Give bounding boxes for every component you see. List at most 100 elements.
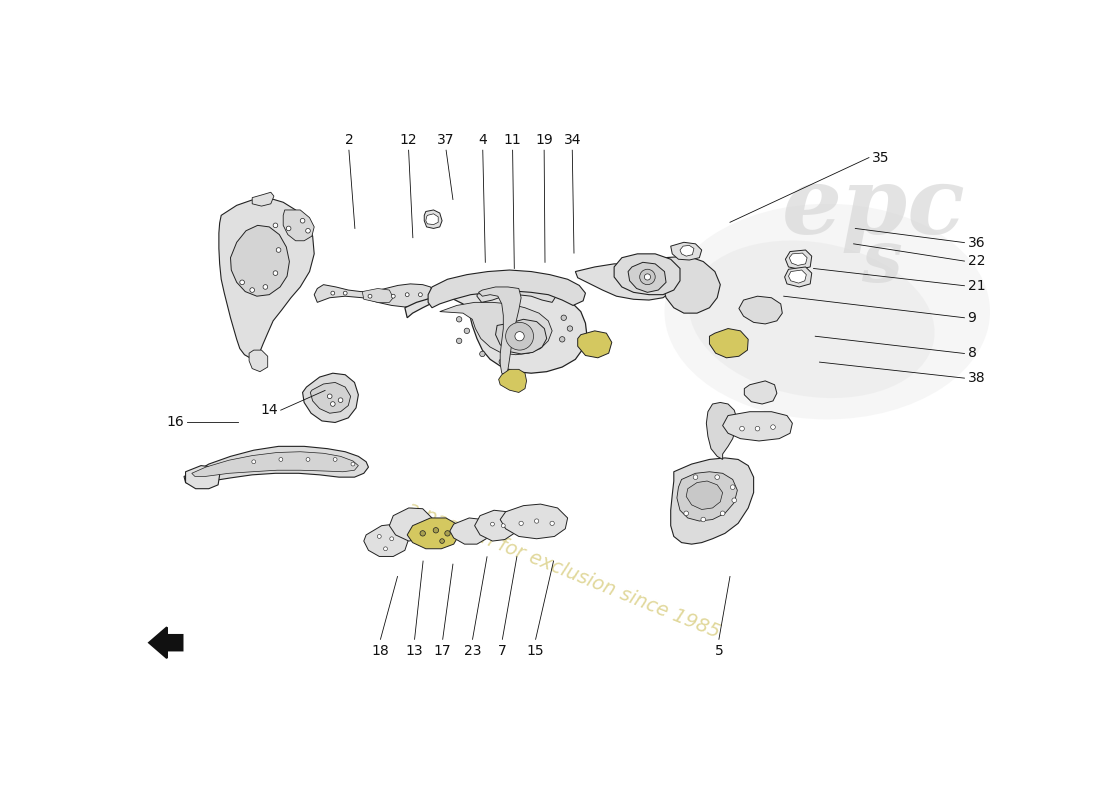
Circle shape <box>506 322 534 350</box>
Circle shape <box>693 475 697 479</box>
Text: 37: 37 <box>438 133 455 147</box>
Polygon shape <box>428 270 585 308</box>
Polygon shape <box>186 466 220 489</box>
Polygon shape <box>628 262 667 292</box>
Polygon shape <box>495 319 547 354</box>
Circle shape <box>756 426 760 431</box>
Circle shape <box>560 337 565 342</box>
Text: 9: 9 <box>968 310 977 325</box>
Polygon shape <box>785 250 812 270</box>
Circle shape <box>550 521 554 526</box>
Circle shape <box>279 458 283 462</box>
Polygon shape <box>302 373 359 422</box>
Circle shape <box>730 485 735 490</box>
Circle shape <box>273 223 278 228</box>
Circle shape <box>640 270 656 285</box>
Circle shape <box>502 524 505 527</box>
Text: 12: 12 <box>399 133 417 147</box>
Polygon shape <box>790 253 807 266</box>
Polygon shape <box>150 627 183 658</box>
Circle shape <box>519 521 524 526</box>
Circle shape <box>351 462 355 466</box>
Circle shape <box>568 326 573 331</box>
Circle shape <box>535 519 539 523</box>
Circle shape <box>306 229 310 233</box>
Circle shape <box>330 402 336 406</box>
Polygon shape <box>425 210 442 229</box>
Polygon shape <box>362 289 394 302</box>
Polygon shape <box>478 287 521 374</box>
Text: 23: 23 <box>464 644 482 658</box>
Polygon shape <box>500 504 568 538</box>
Polygon shape <box>450 518 487 544</box>
Circle shape <box>328 394 332 398</box>
Circle shape <box>456 338 462 343</box>
Circle shape <box>276 248 280 252</box>
Text: 36: 36 <box>968 236 986 250</box>
Polygon shape <box>789 270 806 283</box>
Circle shape <box>250 288 254 292</box>
Text: 4: 4 <box>478 133 487 147</box>
Circle shape <box>701 517 705 522</box>
Polygon shape <box>686 481 723 510</box>
Polygon shape <box>745 381 777 404</box>
Circle shape <box>338 398 343 402</box>
Polygon shape <box>723 412 792 441</box>
Polygon shape <box>578 331 612 358</box>
Polygon shape <box>575 264 674 300</box>
Polygon shape <box>315 284 433 307</box>
Circle shape <box>515 332 525 341</box>
Circle shape <box>333 458 337 462</box>
Circle shape <box>331 291 334 295</box>
Text: s: s <box>861 226 902 297</box>
Polygon shape <box>474 510 516 541</box>
Circle shape <box>405 293 409 297</box>
Polygon shape <box>676 472 737 521</box>
Polygon shape <box>614 254 680 294</box>
Circle shape <box>440 538 444 543</box>
Text: 17: 17 <box>433 644 451 658</box>
Circle shape <box>499 359 505 364</box>
Circle shape <box>684 511 689 516</box>
Text: 15: 15 <box>527 644 544 658</box>
Text: 22: 22 <box>968 254 984 268</box>
Circle shape <box>739 426 745 431</box>
Circle shape <box>433 527 439 533</box>
Polygon shape <box>231 226 289 296</box>
Circle shape <box>240 280 244 285</box>
Circle shape <box>252 460 255 464</box>
Circle shape <box>444 530 450 536</box>
Polygon shape <box>364 524 409 557</box>
Circle shape <box>732 498 737 502</box>
Polygon shape <box>405 287 587 373</box>
Circle shape <box>343 291 348 295</box>
Text: 2: 2 <box>344 133 353 147</box>
Circle shape <box>418 293 422 297</box>
Text: 19: 19 <box>536 133 553 147</box>
Text: 11: 11 <box>504 133 521 147</box>
Circle shape <box>392 294 395 298</box>
Text: a passion for exclusion since 1985: a passion for exclusion since 1985 <box>405 498 723 642</box>
Polygon shape <box>477 273 556 302</box>
Polygon shape <box>426 214 438 225</box>
Polygon shape <box>739 296 782 324</box>
Polygon shape <box>663 256 720 313</box>
Polygon shape <box>498 370 527 393</box>
Text: 7: 7 <box>498 644 507 658</box>
Circle shape <box>286 226 292 230</box>
Polygon shape <box>191 452 359 476</box>
Circle shape <box>384 547 387 550</box>
Text: 5: 5 <box>715 644 724 658</box>
Polygon shape <box>219 198 315 358</box>
Circle shape <box>645 274 650 280</box>
Polygon shape <box>252 192 274 206</box>
Circle shape <box>464 328 470 334</box>
Circle shape <box>456 317 462 322</box>
Circle shape <box>491 522 494 526</box>
Circle shape <box>306 458 310 462</box>
Circle shape <box>720 511 725 516</box>
Polygon shape <box>283 210 315 241</box>
Circle shape <box>771 425 775 430</box>
Text: 18: 18 <box>372 644 389 658</box>
Polygon shape <box>671 458 754 544</box>
